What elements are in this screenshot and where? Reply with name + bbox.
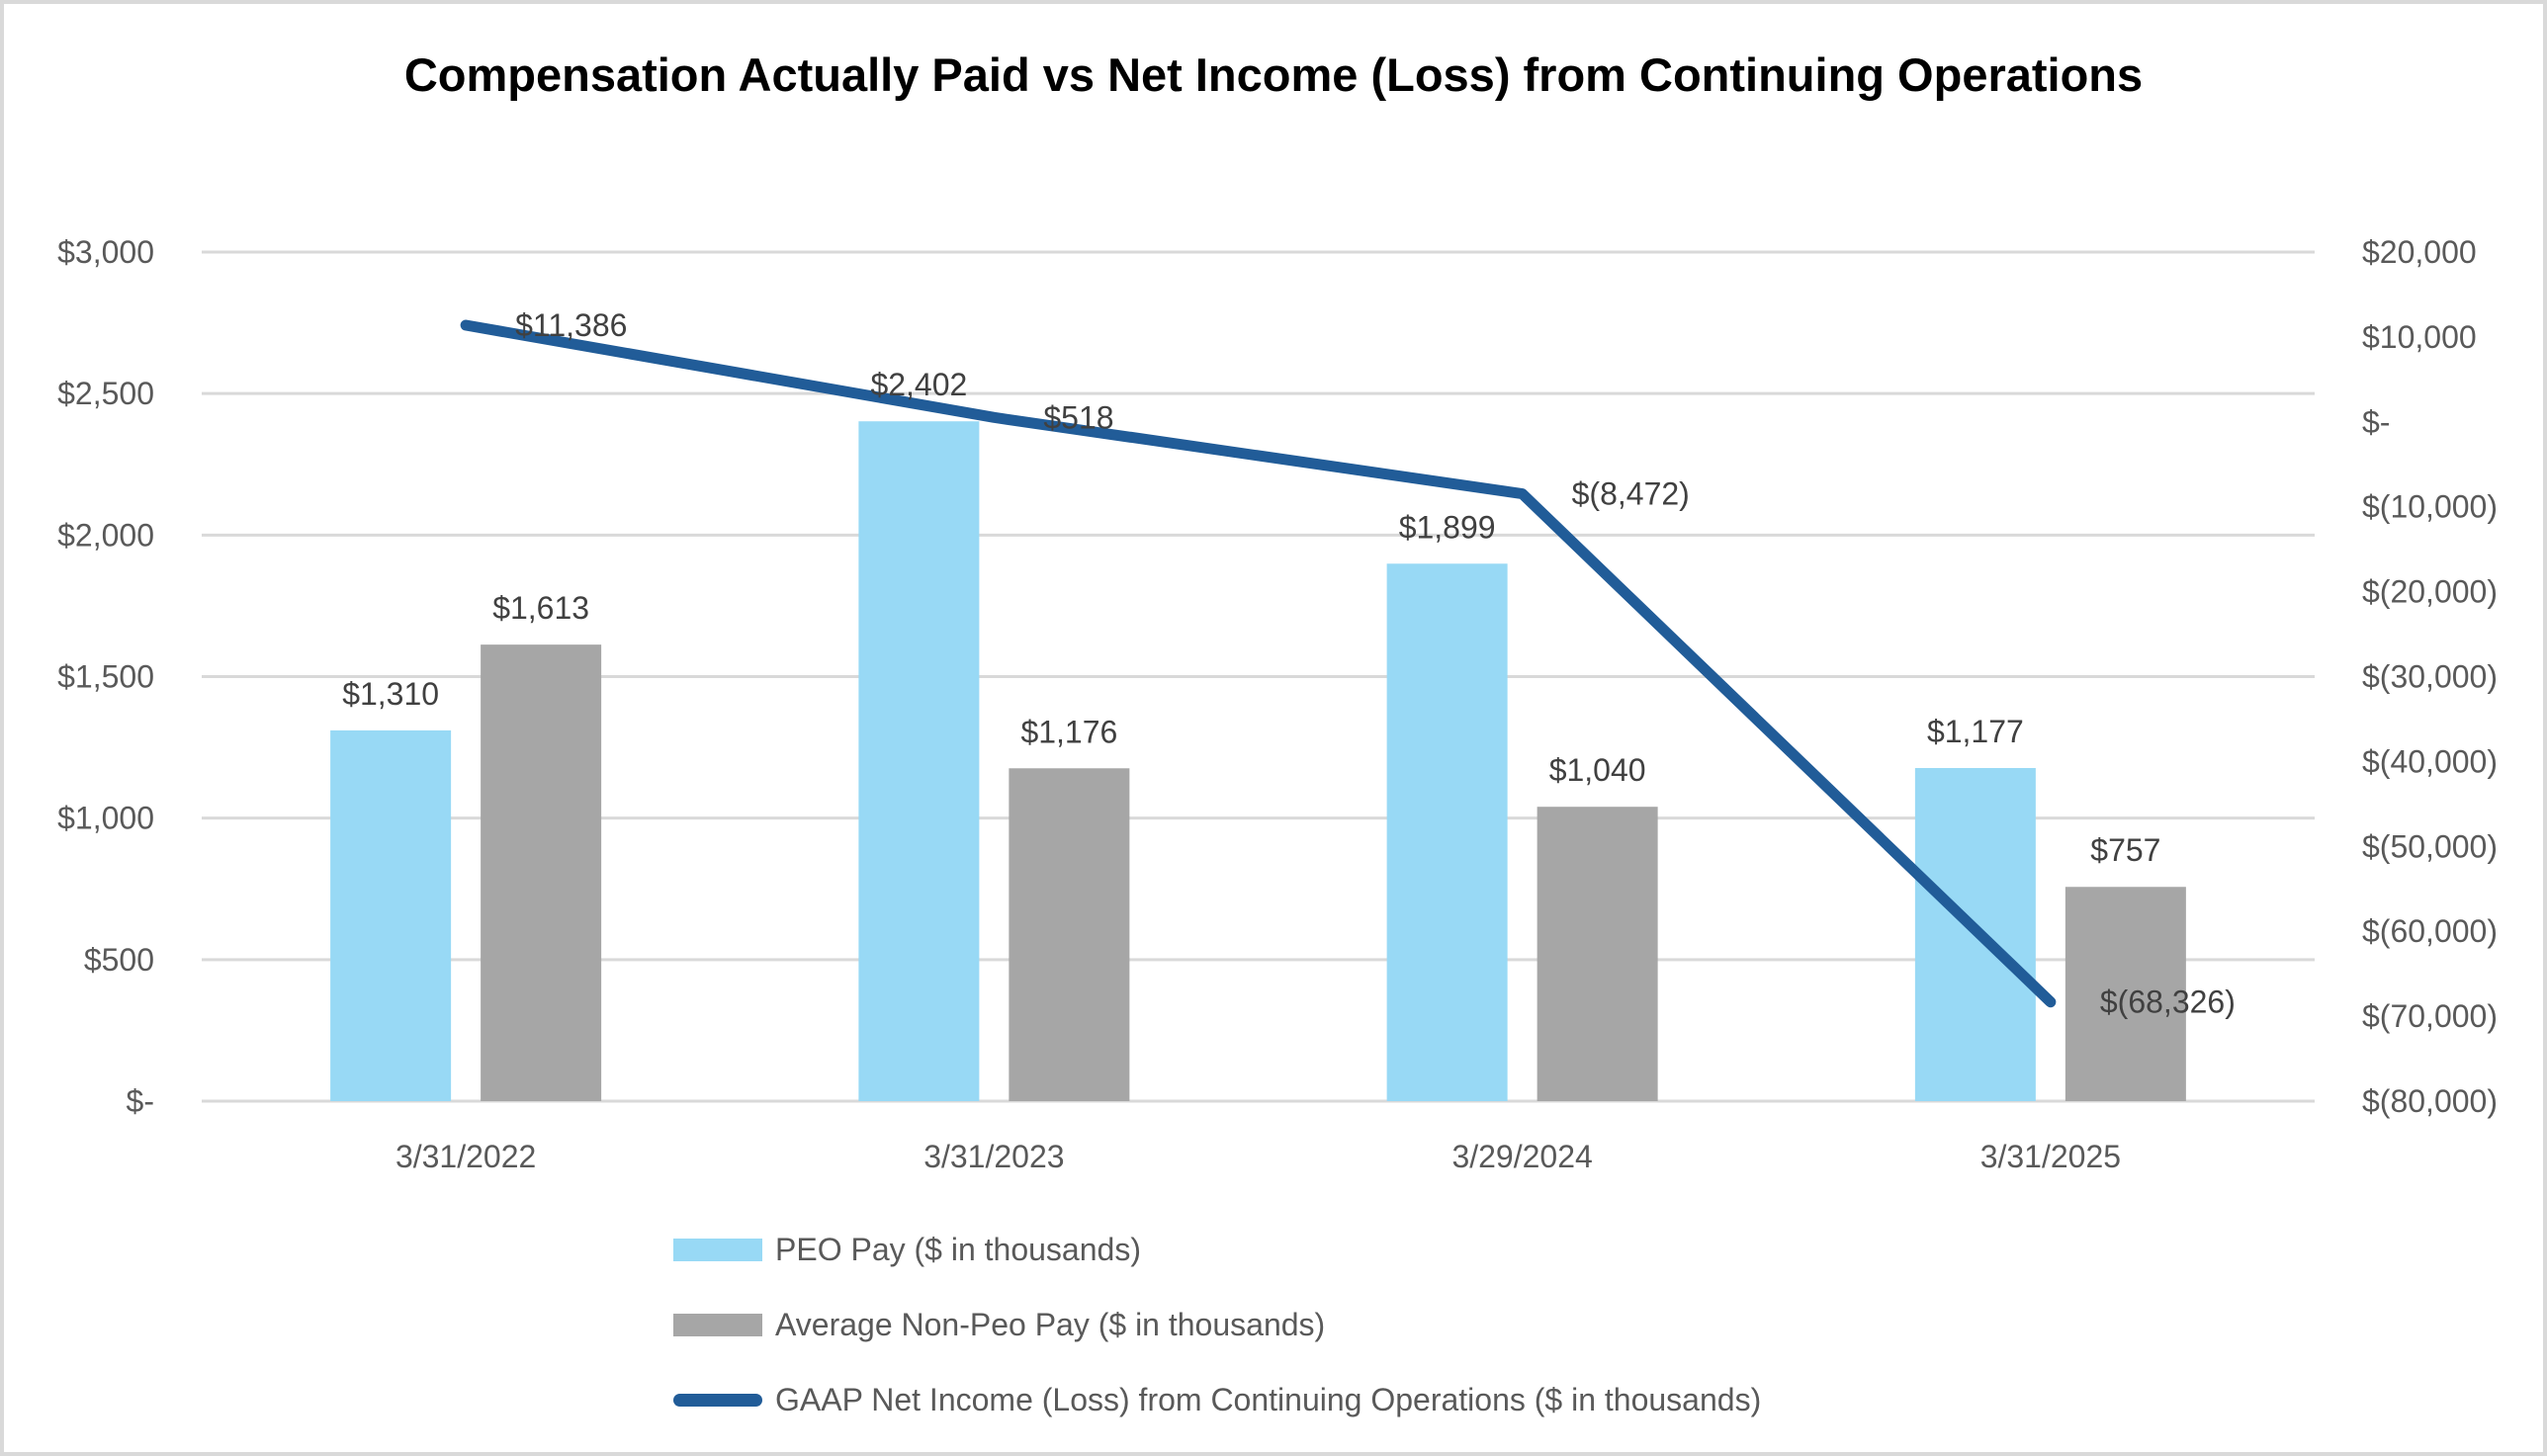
right-axis-tick-label: $(30,000): [2362, 659, 2498, 695]
line-value-label: $518: [1043, 399, 1113, 435]
legend-item-peo-pay: PEO Pay ($ in thousands): [673, 1227, 1141, 1272]
left-axis-tick-label: $500: [84, 942, 154, 978]
line-value-label: $(68,326): [2100, 985, 2236, 1020]
right-axis-tick-label: $(50,000): [2362, 828, 2498, 864]
bar-value-label: $2,402: [870, 367, 967, 402]
x-axis-category-label: 3/29/2024: [1451, 1139, 1592, 1174]
right-axis-tick-label: $(20,000): [2362, 574, 2498, 610]
legend-label: GAAP Net Income (Loss) from Continuing O…: [775, 1381, 1762, 1417]
chart-legend: PEO Pay ($ in thousands) Average Non-Peo …: [4, 4, 2543, 1452]
left-axis-tick-label: $1,500: [57, 659, 154, 695]
bar-value-label: $1,176: [1020, 714, 1117, 749]
left-axis-tick-label: $-: [127, 1083, 154, 1119]
bar-avg-non-peo-pay: [1009, 768, 1130, 1101]
x-axis-category-label: 3/31/2025: [1980, 1139, 2121, 1174]
x-axis-category-label: 3/31/2023: [923, 1139, 1064, 1174]
left-axis-tick-label: $1,000: [57, 801, 154, 836]
bar-avg-non-peo-pay: [1537, 807, 1658, 1101]
bar-peo-pay: [330, 729, 452, 1101]
right-axis-tick-label: $(60,000): [2362, 913, 2498, 949]
bar-value-label: $1,613: [492, 590, 589, 626]
left-axis-tick-label: $2,500: [57, 376, 154, 411]
line-value-label: $(8,472): [1572, 476, 1690, 512]
legend-label: Average Non-Peo Pay ($ in thousands): [775, 1306, 1326, 1342]
right-axis-tick-label: $(70,000): [2362, 998, 2498, 1034]
right-axis-tick-label: $-: [2362, 404, 2390, 440]
left-axis-tick-label: $3,000: [57, 234, 154, 270]
plot-area: $3,000 $2,500 $2,000 $1,500 $1,000 $500 $- $20,…: [57, 234, 2498, 1174]
right-axis-tick-label: $10,000: [2362, 319, 2477, 355]
bar-avg-non-peo-pay: [481, 644, 602, 1101]
legend-item-avg-non-peo-pay: Average Non-Peo Pay ($ in thousands): [673, 1302, 1325, 1347]
line-gaap-net-income: [460, 319, 2057, 1008]
left-axis-tick-label: $2,000: [57, 517, 154, 553]
legend-line-marker-gaap-net-income: [673, 1393, 762, 1407]
bar-value-label: $1,177: [1927, 714, 2024, 749]
bar-value-label: $1,899: [1399, 509, 1496, 545]
bar-peo-pay: [1386, 563, 1508, 1101]
legend-label: PEO Pay ($ in thousands): [775, 1231, 1141, 1267]
legend-swatch-avg-non-peo-pay: [673, 1313, 762, 1336]
right-axis-tick-label: $20,000: [2362, 234, 2477, 270]
line-value-label: $11,386: [515, 307, 627, 343]
bar-peo-pay: [858, 421, 980, 1102]
legend-swatch-peo-pay: [673, 1238, 762, 1261]
bar-value-label: $1,310: [342, 676, 439, 712]
bar-avg-non-peo-pay: [2064, 887, 2186, 1101]
bar-value-label: $1,040: [1549, 752, 1646, 788]
chart-title: Compensation Actually Paid vs Net Income…: [403, 48, 2144, 101]
x-axis-category-label: 3/31/2022: [395, 1139, 536, 1174]
legend-item-gaap-net-income: GAAP Net Income (Loss) from Continuing O…: [673, 1377, 1761, 1422]
bar-value-label: $757: [2090, 832, 2160, 868]
right-axis-tick-label: $(40,000): [2362, 743, 2498, 779]
right-axis-tick-label: $(80,000): [2362, 1083, 2498, 1119]
right-axis-tick-label: $(10,000): [2362, 489, 2498, 525]
